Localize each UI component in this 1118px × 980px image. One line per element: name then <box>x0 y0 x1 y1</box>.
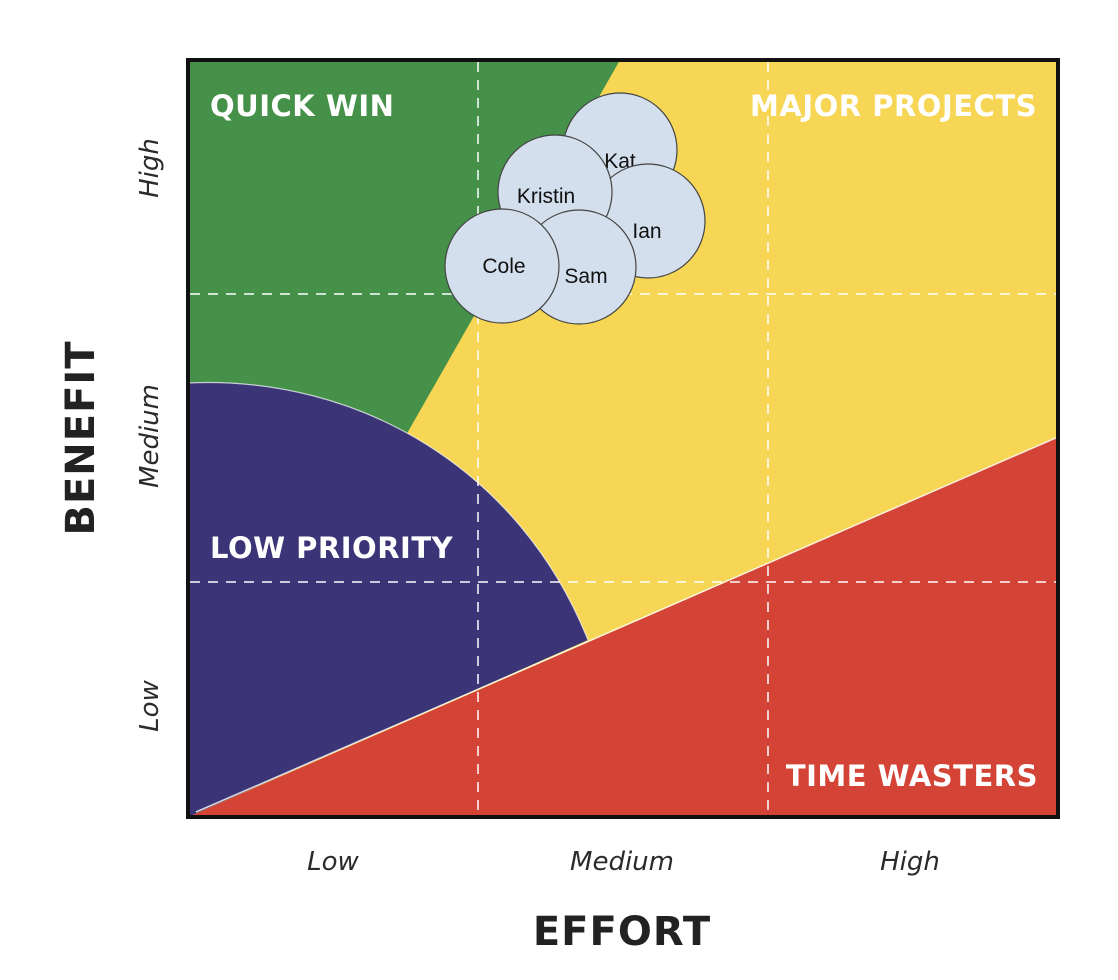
y-axis-ticks: High Medium Low <box>135 138 165 732</box>
x-axis-ticks: Low Medium High <box>307 847 940 877</box>
plot-frame <box>186 58 1060 819</box>
bubble-kristin-label: Kristin <box>517 185 575 208</box>
x-axis-title: EFFORT <box>533 909 711 955</box>
y-tick-high: High <box>135 138 165 198</box>
major-projects-label: MAJOR PROJECTS <box>750 89 1037 123</box>
low-priority-region <box>188 382 588 817</box>
bubble-cole-label: Cole <box>482 255 525 278</box>
time-wasters-label: TIME WASTERS <box>786 759 1038 793</box>
low-priority-label: LOW PRIORITY <box>210 531 454 565</box>
quick-win-label: QUICK WIN <box>210 89 394 123</box>
x-tick-high: High <box>880 847 940 877</box>
x-tick-medium: Medium <box>570 847 674 877</box>
y-tick-medium: Medium <box>135 384 165 488</box>
bubble-sam-label: Sam <box>564 265 607 288</box>
x-tick-low: Low <box>307 847 359 877</box>
y-axis-title: BENEFIT <box>58 340 104 535</box>
y-tick-low: Low <box>135 679 165 731</box>
bubble-ian-label: Ian <box>632 220 661 243</box>
bubble-cole[interactable]: Cole <box>444 208 560 324</box>
